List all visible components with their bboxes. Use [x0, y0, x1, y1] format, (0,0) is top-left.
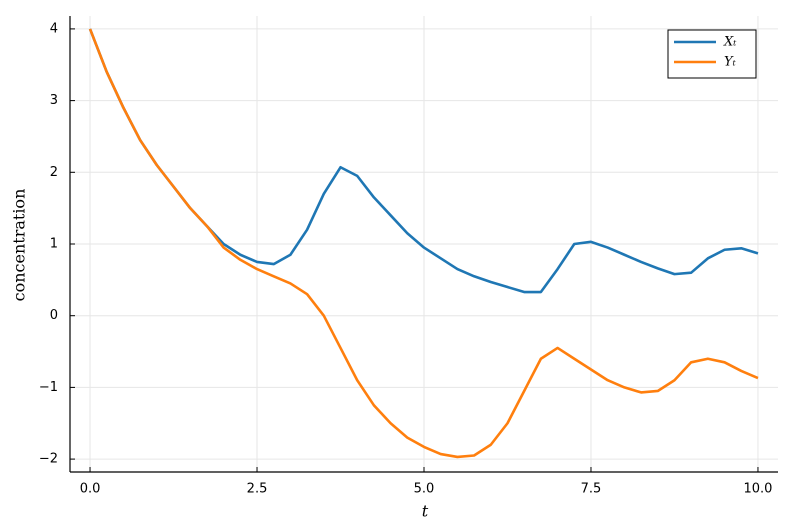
- x-tick-label: 5.0: [414, 482, 435, 497]
- y-tick-label: 2: [50, 165, 58, 180]
- x-tick-label: 7.5: [581, 482, 602, 497]
- data-line: [88, 28, 759, 459]
- y-tick-label: −1: [39, 380, 58, 395]
- y-tick-label: 4: [50, 21, 58, 36]
- y-axis-label: concentration: [10, 189, 29, 302]
- x-tick-label: 10.0: [743, 482, 772, 497]
- legend-label: Yₜ: [724, 55, 737, 70]
- y-tick-label: −2: [39, 452, 58, 467]
- legend: Xₜ Yₜ: [667, 29, 757, 79]
- x-tick-label: 0.0: [80, 482, 101, 497]
- x-axis-label: t: [422, 502, 429, 521]
- y-tick-label: 3: [50, 93, 58, 108]
- y-tick-label: 0: [50, 308, 58, 323]
- legend-box: [667, 29, 757, 79]
- y-tick-label: 1: [50, 237, 58, 252]
- x-tick-label: 2.5: [247, 482, 268, 497]
- legend-label: Xₜ: [723, 35, 737, 50]
